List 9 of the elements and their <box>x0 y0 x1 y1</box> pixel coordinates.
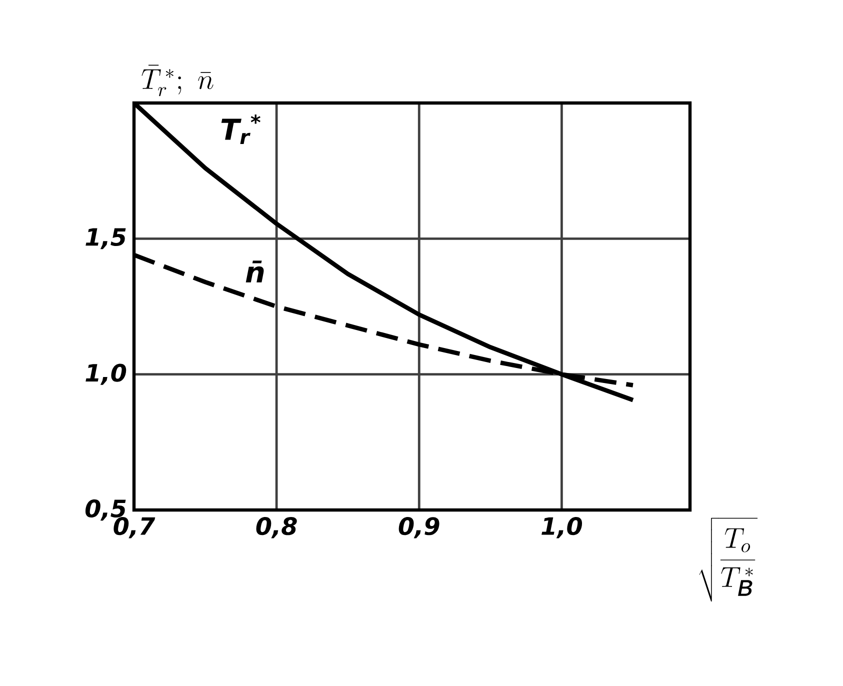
x-axis-title: $\sqrt{\frac{T_o}{T_{\mbox{\itshape в}}^{\,*}}}$ <box>699 518 758 602</box>
x-tick-label: 0,9 <box>398 517 440 538</box>
x-tick-label: 0,8 <box>256 517 297 538</box>
series-label: T$_{r}$* <box>221 114 260 144</box>
y-tick-label: 1,5 <box>86 228 126 250</box>
y-axis-title: $\bar{T}_r^{\,*};\ \bar{n}$ <box>142 64 214 96</box>
series-label: n̄ <box>246 260 264 282</box>
y-tick-label: 1,0 <box>86 364 126 385</box>
x-tick-label: 1,0 <box>542 517 582 538</box>
